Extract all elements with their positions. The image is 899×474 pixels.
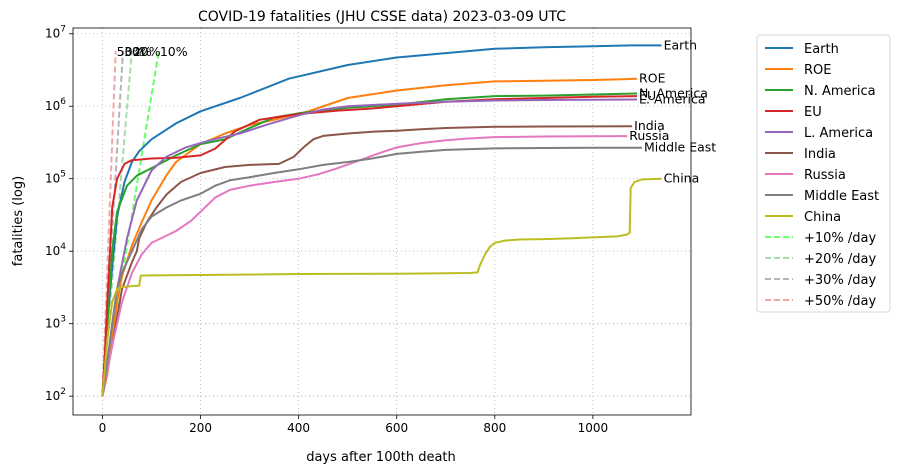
axis-ticks: 0 200 400 600 800 1000 102 103 104 105 106 107 — [45, 25, 608, 435]
series-end-label: Russia — [629, 128, 669, 143]
chart-title: COVID-19 fatalities (JHU CSSE data) 2023… — [198, 9, 566, 25]
y-tick-label: 107 — [45, 25, 66, 41]
series-end-label: L. America — [639, 91, 705, 106]
legend: Earth ROE N. America EU L. America India Russi… — [756, 34, 891, 313]
legend-entry: N. America — [804, 84, 876, 99]
series-end-label: Earth — [664, 37, 698, 52]
legend-entry: Earth — [804, 42, 839, 57]
x-tick-label: 200 — [189, 421, 212, 435]
series-line — [101, 135, 628, 397]
legend-entry: India — [804, 147, 836, 162]
legend-entry: Middle East — [804, 189, 879, 204]
y-axis-label: fatalities (log) — [11, 176, 26, 266]
legend-entry: +50% /day — [804, 294, 877, 309]
legend-entry: ROE — [804, 63, 831, 78]
y-tick-label: 102 — [45, 387, 66, 403]
legend-entry: L. America — [804, 126, 873, 141]
plot-lines — [101, 44, 662, 397]
series-end-label: 20% — [133, 44, 161, 59]
series-end-label: 30% — [124, 44, 152, 59]
y-tick-label: 106 — [45, 97, 66, 113]
legend-entry: +10% /day — [804, 231, 877, 246]
plot-frame — [72, 27, 692, 416]
series-line — [101, 44, 662, 397]
legend-box — [756, 34, 891, 313]
series-line — [101, 146, 643, 397]
series-end-label: China — [664, 171, 700, 186]
x-tick-label: 600 — [385, 421, 408, 435]
series-end-label: India — [634, 118, 665, 133]
x-axis-label: days after 100th death — [306, 450, 456, 465]
legend-entry: +20% /day — [804, 252, 877, 267]
series-line — [101, 92, 638, 397]
series-line — [101, 77, 638, 397]
legend-entry: +30% /day — [804, 273, 877, 288]
x-tick-label: 800 — [483, 421, 506, 435]
x-tick-label: 400 — [287, 421, 310, 435]
legend-entry: Russia — [804, 168, 846, 183]
series-end-label: 10% — [160, 44, 188, 59]
y-tick-label: 104 — [45, 242, 66, 258]
series-end-label: EU — [639, 88, 656, 103]
x-tick-label: 0 — [99, 421, 107, 435]
series-line — [101, 125, 633, 397]
y-tick-label: 105 — [45, 170, 66, 186]
x-tick-label: 1000 — [578, 421, 609, 435]
legend-entry: EU — [804, 105, 822, 120]
grid — [73, 28, 691, 415]
legend-entry: China — [804, 210, 841, 225]
series-line — [101, 177, 662, 397]
y-tick-label: 103 — [45, 315, 66, 331]
series-end-label: ROE — [639, 71, 666, 86]
series-line — [101, 98, 638, 397]
series-end-label: 50% — [117, 44, 145, 59]
series-line — [101, 95, 638, 397]
series-end-label: Middle East — [644, 140, 716, 155]
